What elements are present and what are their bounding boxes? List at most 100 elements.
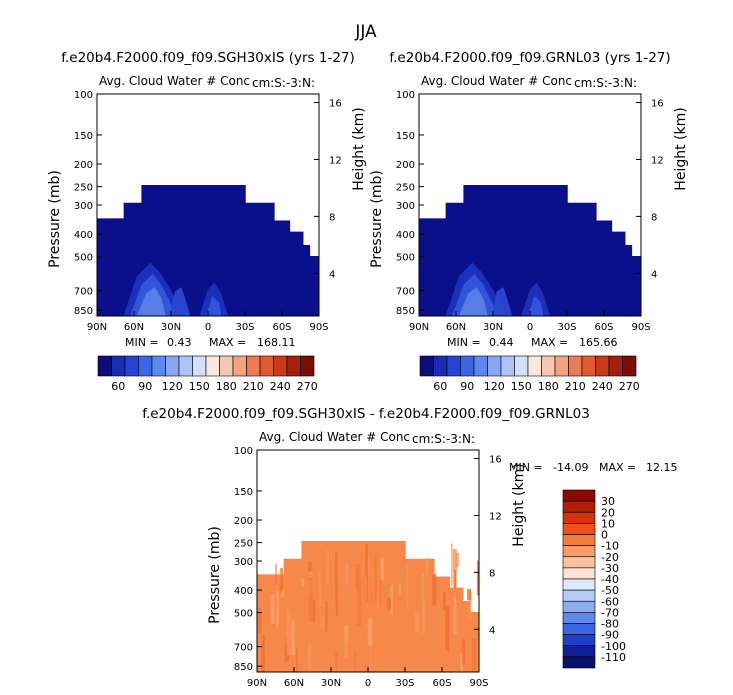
colorbar: 60 90 120 150 180 210 240 270 bbox=[97, 355, 318, 393]
y-right-tick-label: 4 bbox=[651, 269, 657, 280]
panel-subtitle-left: Avg. Cloud Water # Conc bbox=[259, 430, 410, 444]
colorbar: 60 90 120 150 180 210 240 270 bbox=[419, 355, 640, 393]
y-right-tick-label: 4 bbox=[489, 625, 495, 636]
difference-streak bbox=[365, 543, 368, 577]
colorbar-label: 20 bbox=[601, 506, 615, 519]
difference-streak bbox=[406, 562, 409, 610]
colorbar-swatch bbox=[562, 534, 596, 546]
x-tick-label: 30S bbox=[395, 678, 414, 689]
difference-streak bbox=[355, 564, 361, 590]
y-axis-label: Pressure (mb) bbox=[207, 526, 223, 624]
colorbar-label: -40 bbox=[601, 573, 619, 586]
y-tick-label: 400 bbox=[74, 230, 93, 241]
difference-streak bbox=[476, 560, 479, 596]
difference-streak bbox=[432, 573, 437, 606]
colorbar-swatch bbox=[562, 578, 596, 591]
panel-title: f.e20b4.F2000.f09_f09.SGH30xIS (yrs 1-27… bbox=[61, 50, 355, 66]
cloud-plume bbox=[136, 287, 166, 316]
colorbar-label: 30 bbox=[601, 495, 615, 508]
x-tick-label: 0 bbox=[527, 322, 533, 333]
max-value: 168.11 bbox=[257, 336, 296, 349]
data-field bbox=[97, 185, 319, 316]
x-tick-label: 30N bbox=[483, 322, 503, 333]
difference-streak bbox=[312, 599, 316, 622]
x-tick-label: 90S bbox=[631, 322, 650, 333]
colorbar-swatch bbox=[300, 355, 315, 377]
difference-streak bbox=[390, 585, 394, 615]
panel-grnl03: f.e20b4.F2000.f09_f09.GRNL03 (yrs 1-27) A… bbox=[369, 50, 689, 393]
panel-title: f.e20b4.F2000.f09_f09.GRNL03 (yrs 1-27) bbox=[389, 50, 670, 66]
x-tick-label: 30S bbox=[557, 322, 576, 333]
colorbar-swatch bbox=[286, 355, 301, 377]
colorbar-label: 270 bbox=[619, 380, 640, 393]
min-value: -14.09 bbox=[553, 461, 588, 474]
y-tick-label: 700 bbox=[74, 287, 93, 298]
colorbar-label: -20 bbox=[601, 551, 619, 564]
difference-streak bbox=[452, 548, 457, 572]
x-tick-label: 60S bbox=[594, 322, 613, 333]
colorbar-label: 150 bbox=[511, 380, 532, 393]
colorbar-swatch bbox=[595, 355, 610, 377]
x-tick-label: 60N bbox=[446, 322, 466, 333]
difference-streak bbox=[281, 589, 285, 598]
colorbar-label: 180 bbox=[216, 380, 237, 393]
colorbar-swatch bbox=[487, 355, 502, 377]
cloud-plume bbox=[458, 287, 488, 316]
y-right-tick-label: 16 bbox=[489, 455, 502, 466]
y-tick-label: 850 bbox=[234, 662, 253, 673]
y-tick-label: 250 bbox=[234, 539, 253, 550]
difference-streak bbox=[414, 610, 420, 633]
difference-streak bbox=[476, 640, 479, 672]
x-tick-label: 30N bbox=[161, 322, 181, 333]
colorbar-swatch bbox=[562, 567, 596, 580]
y-right-tick-label: 4 bbox=[329, 269, 335, 280]
y-tick-label: 300 bbox=[234, 557, 253, 568]
colorbar-label: 90 bbox=[460, 380, 474, 393]
colorbar-swatch bbox=[500, 355, 515, 377]
min-value: 0.43 bbox=[167, 336, 192, 349]
difference-streak bbox=[286, 608, 291, 656]
y-tick-label: 100 bbox=[396, 90, 415, 101]
difference-streak bbox=[455, 552, 459, 568]
y-tick-label: 300 bbox=[396, 201, 415, 212]
y-tick-label: 850 bbox=[74, 306, 93, 317]
difference-streak bbox=[296, 647, 298, 672]
y-tick-label: 200 bbox=[234, 516, 253, 527]
difference-streak bbox=[380, 556, 384, 581]
min-label: MIN = bbox=[125, 336, 159, 349]
colorbar-label: 60 bbox=[111, 380, 125, 393]
difference-streak bbox=[354, 651, 357, 672]
colorbar-label: 60 bbox=[433, 380, 447, 393]
max-value: 12.15 bbox=[646, 461, 678, 474]
colorbar-swatch bbox=[151, 355, 166, 377]
y-tick-label: 150 bbox=[74, 131, 93, 142]
data-field bbox=[419, 185, 641, 316]
colorbar-swatch bbox=[562, 656, 596, 669]
colorbar-label: 210 bbox=[565, 380, 586, 393]
colorbar-swatch bbox=[581, 355, 596, 377]
colorbar-swatch bbox=[562, 623, 596, 635]
cloud-plume bbox=[492, 287, 513, 316]
y-tick-label: 200 bbox=[74, 160, 93, 171]
colorbar-swatch bbox=[562, 489, 596, 502]
y-tick-label: 500 bbox=[396, 253, 415, 264]
colorbar-label: 180 bbox=[538, 380, 559, 393]
difference-streak bbox=[318, 568, 322, 607]
colorbar-label: -90 bbox=[601, 629, 619, 642]
x-tick-label: 0 bbox=[365, 678, 371, 689]
difference-streak bbox=[261, 635, 265, 672]
difference-streak bbox=[308, 561, 313, 572]
x-tick-label: 90S bbox=[469, 678, 488, 689]
panel-title: f.e20b4.F2000.f09_f09.SGH30xIS - f.e20b4… bbox=[142, 406, 590, 422]
y-tick-label: 850 bbox=[396, 306, 415, 317]
colorbar-swatch bbox=[259, 355, 274, 377]
difference-streak bbox=[462, 639, 466, 665]
y-tick-label: 700 bbox=[234, 643, 253, 654]
y-tick-label: 400 bbox=[396, 230, 415, 241]
colorbar-swatch bbox=[205, 355, 220, 377]
min-value: 0.44 bbox=[489, 336, 514, 349]
colorbar-label: -100 bbox=[601, 640, 626, 653]
panel-difference: f.e20b4.F2000.f09_f09.SGH30xIS - f.e20b4… bbox=[142, 406, 678, 689]
colorbar-swatch bbox=[562, 511, 596, 524]
